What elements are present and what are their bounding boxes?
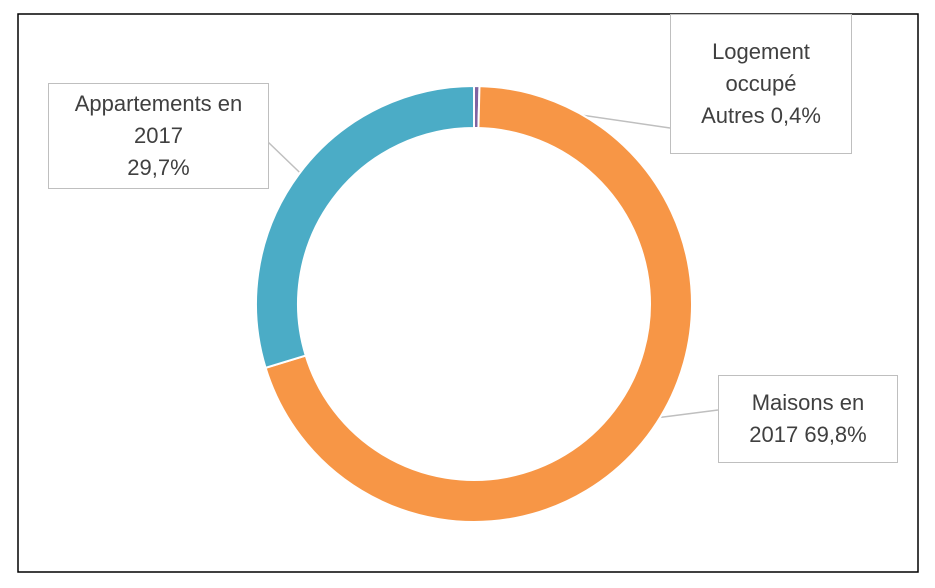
data-label: Appartements en 2017 29,7% bbox=[48, 83, 269, 189]
donut bbox=[255, 84, 693, 523]
label-category: Maisons en 2017 bbox=[749, 390, 865, 447]
label-category: Logement occupé Autres bbox=[701, 39, 810, 128]
label-category: Appartements en 2017 bbox=[74, 91, 243, 148]
donut-slice bbox=[264, 85, 693, 523]
label-value: 0,4% bbox=[770, 103, 821, 128]
label-value: 29,7% bbox=[127, 155, 190, 180]
data-label: Logement occupé Autres 0,4% bbox=[670, 14, 852, 154]
label-value: 69,8% bbox=[804, 422, 867, 447]
donut-slice bbox=[255, 84, 475, 370]
data-label: Maisons en 2017 69,8% bbox=[718, 375, 898, 463]
